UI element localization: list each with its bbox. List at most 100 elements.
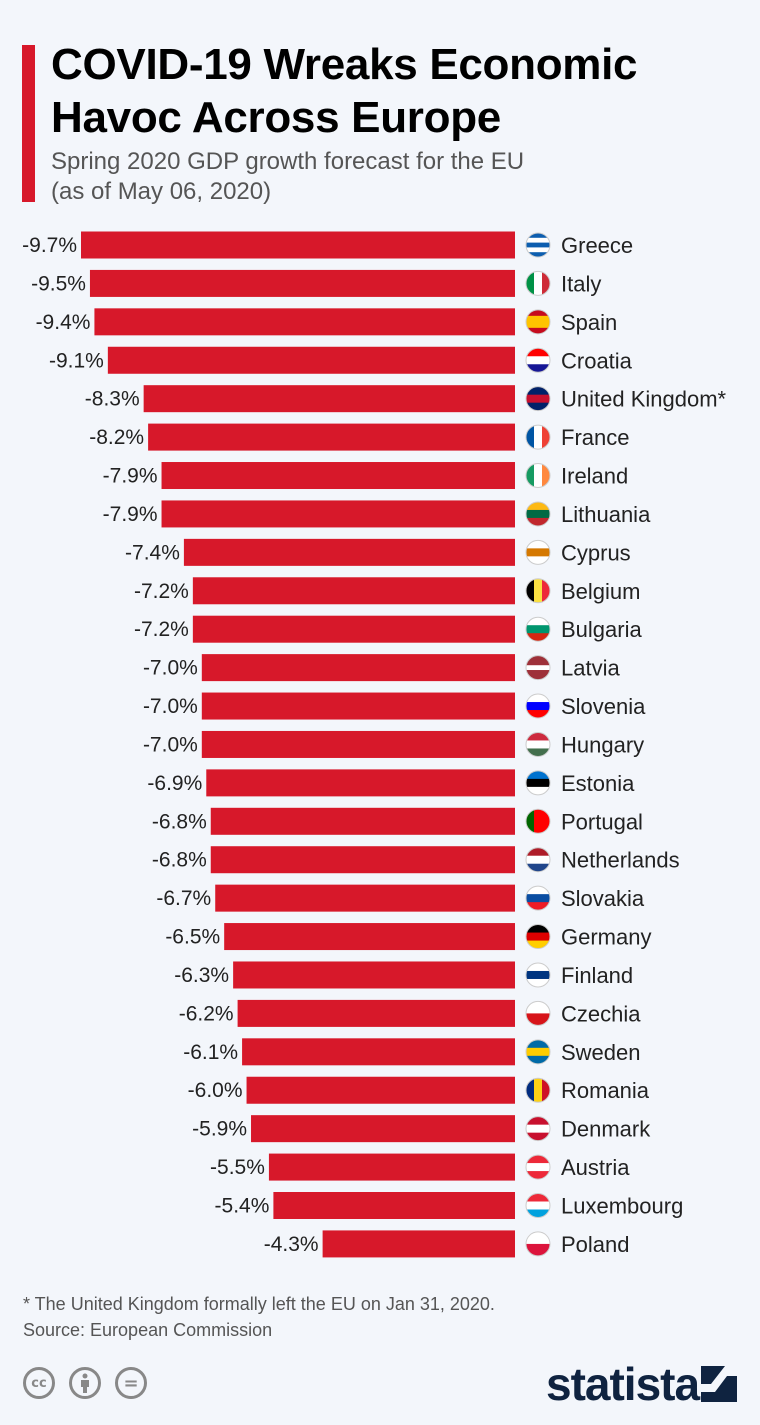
country-label: Poland	[561, 1232, 630, 1257]
finland-flag-icon	[525, 962, 551, 988]
bar	[201, 654, 515, 682]
value-label: -6.8%	[152, 810, 207, 833]
value-label: -7.9%	[103, 503, 158, 526]
country-label: Austria	[561, 1155, 630, 1180]
spain-flag-icon	[525, 309, 551, 335]
value-label: -9.4%	[36, 311, 91, 334]
country-label: Hungary	[561, 732, 644, 757]
sweden-flag-icon	[525, 1039, 551, 1065]
title-line-2: Havoc Across Europe	[51, 93, 501, 142]
value-label: -7.0%	[143, 733, 198, 756]
bar	[210, 846, 516, 874]
bar	[322, 1230, 515, 1258]
bar	[246, 1076, 515, 1104]
bar	[161, 462, 516, 490]
bar	[161, 500, 516, 528]
value-label: -6.5%	[165, 926, 220, 949]
value-label: -9.1%	[49, 349, 104, 372]
latvia-flag-icon	[525, 655, 551, 681]
denmark-flag-icon	[525, 1116, 551, 1142]
bar	[206, 769, 515, 797]
france-flag-icon	[525, 424, 551, 450]
source: Source: European Commission	[23, 1320, 273, 1340]
portugal-flag-icon	[525, 808, 551, 834]
value-label: -6.8%	[152, 849, 207, 872]
country-label: Czechia	[561, 1001, 641, 1026]
country-label: Bulgaria	[561, 617, 642, 642]
subtitle-line-1: Spring 2020 GDP growth forecast for the …	[51, 148, 525, 175]
bar	[224, 923, 515, 951]
no-derivatives-icon[interactable]: =	[115, 1367, 147, 1399]
country-label: Estonia	[561, 771, 635, 796]
cc-license-icon[interactable]: cc	[23, 1367, 55, 1399]
uk-flag-icon	[525, 386, 551, 412]
value-label: -8.3%	[85, 388, 140, 411]
value-label: -5.9%	[192, 1118, 247, 1141]
value-label: -6.1%	[183, 1041, 238, 1064]
country-label: Luxembourg	[561, 1194, 683, 1219]
country-label: Slovenia	[561, 694, 646, 719]
value-label: -6.7%	[156, 887, 211, 910]
attribution-icon[interactable]	[69, 1367, 101, 1399]
bar	[201, 730, 515, 758]
romania-flag-icon	[525, 1077, 551, 1103]
bar	[233, 961, 515, 989]
bar	[143, 385, 516, 413]
country-label: Cyprus	[561, 540, 631, 565]
value-label: -9.5%	[31, 272, 86, 295]
statista-logo-mark-icon	[701, 1366, 737, 1402]
lithuania-flag-icon	[525, 501, 551, 527]
bar	[242, 1038, 516, 1066]
value-label: -7.0%	[143, 695, 198, 718]
bar	[183, 538, 515, 566]
value-label: -6.2%	[179, 1002, 234, 1025]
country-label: Romania	[561, 1078, 650, 1103]
title-line-1: COVID-19 Wreaks Economic	[51, 40, 638, 89]
country-label: Slovakia	[561, 886, 645, 911]
value-label: -7.4%	[125, 541, 180, 564]
nd-text: =	[123, 1372, 139, 1394]
bulgaria-flag-icon	[525, 616, 551, 642]
country-label: France	[561, 425, 629, 450]
luxembourg-flag-icon	[525, 1193, 551, 1218]
austria-flag-icon	[525, 1154, 551, 1180]
bar	[237, 999, 515, 1027]
bar	[94, 308, 516, 336]
bar	[251, 1115, 515, 1143]
country-label: Greece	[561, 233, 633, 258]
country-label: Finland	[561, 963, 633, 988]
country-label: Latvia	[561, 656, 620, 681]
hungary-flag-icon	[525, 731, 551, 757]
value-label: -7.9%	[103, 465, 158, 488]
bar	[210, 807, 516, 835]
slovakia-flag-icon	[525, 885, 551, 911]
value-label: -8.2%	[89, 426, 144, 449]
statista-logo[interactable]: statista	[546, 1358, 700, 1410]
cc-text: cc	[31, 1375, 47, 1391]
value-label: -4.3%	[264, 1233, 319, 1256]
bar	[192, 615, 516, 643]
bar	[273, 1192, 515, 1219]
bar	[215, 884, 515, 912]
subtitle: Spring 2020 GDP growth forecast for the …	[51, 147, 524, 207]
footnote: * The United Kingdom formally left the E…	[23, 1294, 495, 1314]
bar	[201, 692, 515, 720]
country-label: Denmark	[561, 1117, 651, 1142]
value-label: -5.4%	[215, 1195, 270, 1218]
value-label: -7.2%	[134, 580, 189, 603]
country-label: United Kingdom*	[561, 387, 727, 412]
value-label: -7.2%	[134, 618, 189, 641]
cyprus-flag-icon	[525, 539, 551, 565]
greece-flag-icon	[525, 232, 551, 258]
country-label: Sweden	[561, 1040, 641, 1065]
bar	[89, 269, 515, 297]
ireland-flag-icon	[525, 463, 551, 489]
country-label: Germany	[561, 925, 651, 950]
poland-flag-icon	[525, 1231, 551, 1257]
value-label: -5.5%	[210, 1156, 265, 1179]
value-label: -6.0%	[188, 1079, 243, 1102]
netherlands-flag-icon	[525, 847, 551, 873]
title-accent-bar	[22, 45, 35, 202]
value-label: -6.3%	[174, 964, 229, 987]
country-label: Lithuania	[561, 502, 651, 527]
